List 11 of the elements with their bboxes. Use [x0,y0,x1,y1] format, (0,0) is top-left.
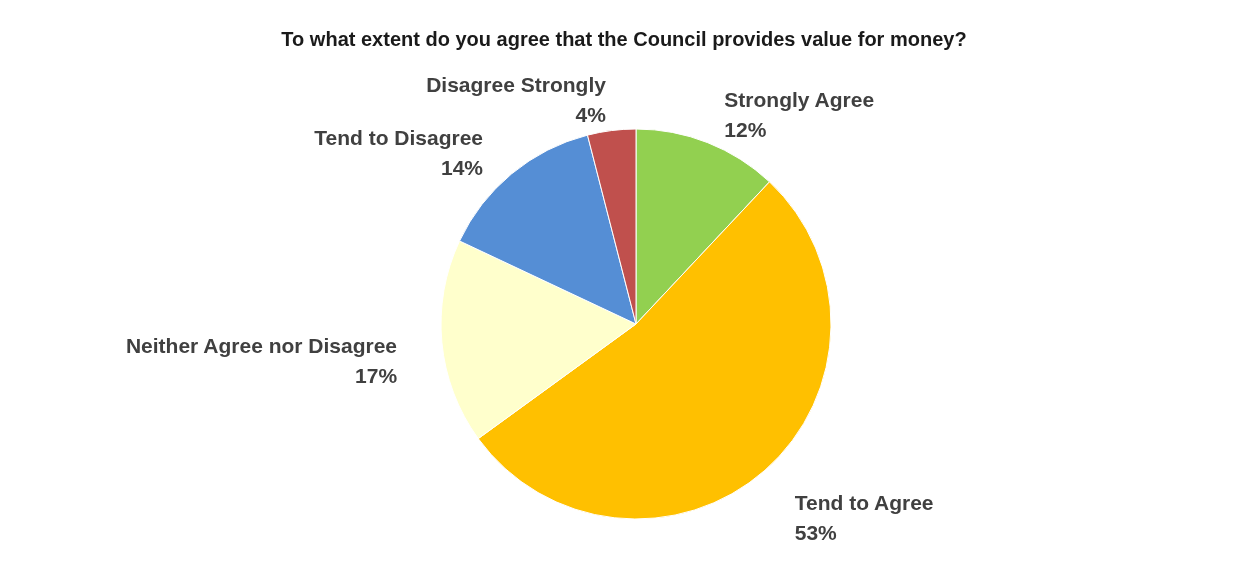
data-label: 53% [794,521,838,545]
data-label: 4% [575,102,607,126]
chart-title: To what extent do you agree that the Council provides value for money? [281,28,967,50]
slice-label: Tend to Agree [794,491,934,515]
data-label: 12% [724,117,767,141]
data-label: 14% [440,156,484,180]
slice-label: Disagree Strongly [426,72,607,96]
slice-label: Neither Agree nor Disagree [125,333,398,357]
data-label: 17% [355,363,398,387]
slice-label: Tend to Disagree [314,126,484,150]
slice-label: Strongly Agree [724,87,875,111]
